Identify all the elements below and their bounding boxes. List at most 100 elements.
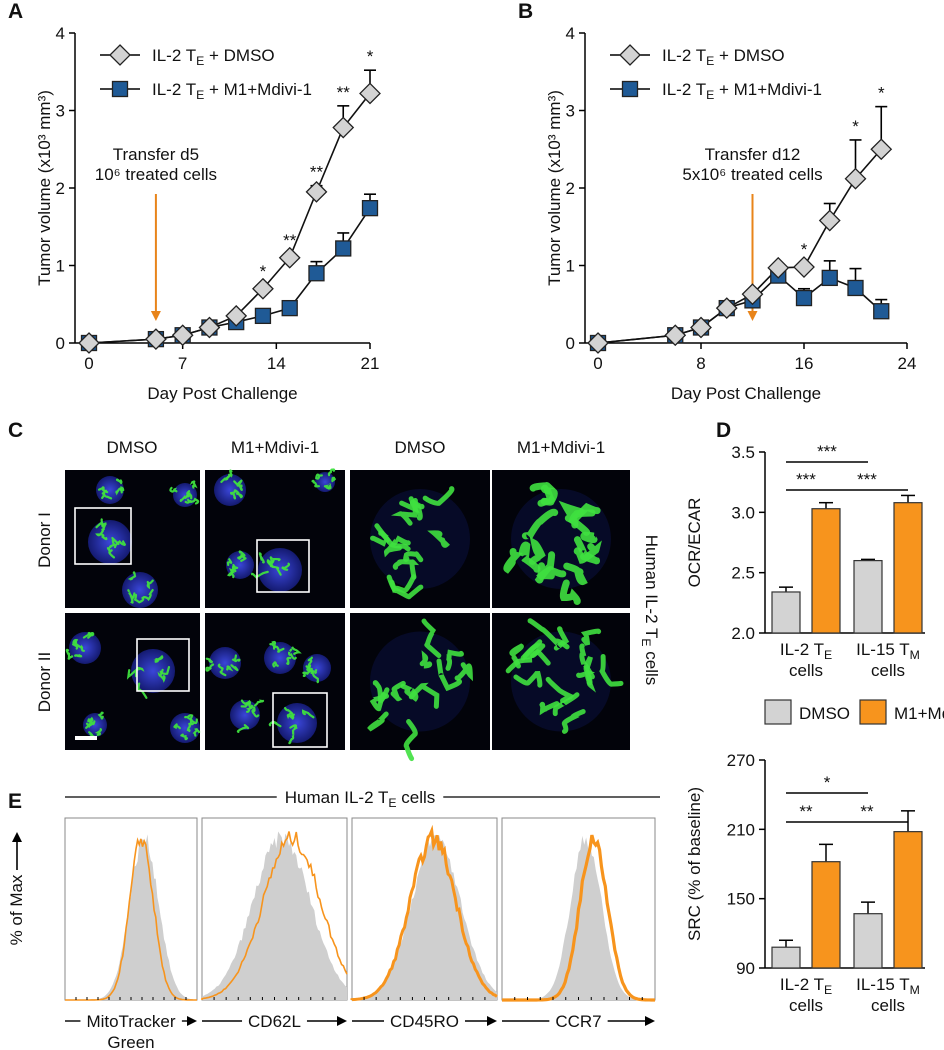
- subscript: M: [910, 648, 920, 662]
- mitochondria: [217, 663, 227, 677]
- marker-arrowhead: [337, 1016, 347, 1026]
- text-run: + M1+Mdivi-1: [714, 80, 822, 99]
- diamond-marker: [78, 332, 100, 354]
- mitochondria: [283, 706, 295, 718]
- mitochondria: [521, 508, 559, 540]
- diamond-marker: [741, 283, 764, 306]
- mitochondria: [231, 654, 241, 663]
- legend-label: M1+Mdivi-1: [894, 704, 944, 723]
- significance-label: *: [367, 47, 374, 66]
- control-histogram: [65, 834, 197, 1000]
- mitochondria: [403, 719, 418, 762]
- mitochondria: [113, 539, 127, 549]
- y-tick-label: 1: [566, 257, 575, 276]
- legend-swatch: [764, 699, 792, 725]
- panel-letter: C: [8, 419, 23, 442]
- y-tick-label: 150: [727, 890, 755, 909]
- x-tick-label: 21: [361, 354, 380, 373]
- mitochondria: [87, 631, 93, 639]
- bar: [853, 559, 883, 634]
- mitochondria: [311, 479, 320, 488]
- x-tick-label: cells: [789, 661, 823, 680]
- diamond-marker: [171, 324, 194, 347]
- mitochondria: [281, 562, 291, 571]
- annotation-arrowhead: [747, 311, 758, 321]
- column-label: M1+Mdivi-1: [517, 438, 605, 457]
- square-marker: [281, 299, 298, 317]
- legend-marker: [109, 44, 131, 66]
- bar: [811, 861, 841, 969]
- mitochondria: [226, 469, 233, 480]
- diamond-marker: [278, 246, 301, 269]
- y-tick-label: 2: [566, 179, 575, 198]
- mitochondria: [390, 680, 406, 702]
- mitochondria: [97, 486, 108, 493]
- mitochondria: [403, 551, 424, 563]
- text-run: Human IL-2 T: [285, 788, 389, 807]
- header-background: [276, 790, 444, 806]
- y-axis-label: % of Max: [7, 874, 26, 945]
- legend-swatch: [859, 699, 887, 725]
- mitochondria: [157, 668, 166, 683]
- mitochondria: [127, 571, 137, 581]
- mitochondria: [186, 722, 192, 733]
- significance-label: *: [878, 84, 885, 103]
- mitochondria: [159, 665, 171, 675]
- diamond-marker: [332, 116, 355, 139]
- significance-label: ***: [817, 442, 837, 461]
- mitochondria: [74, 654, 83, 658]
- mitochondria: [189, 480, 198, 489]
- nucleus: [264, 642, 296, 674]
- mitochondria: [85, 722, 91, 729]
- y-axis-label: OCR/ECAR: [685, 498, 704, 588]
- mitochondria: [315, 473, 323, 480]
- text-run: cells: [397, 788, 436, 807]
- mitochondria: [106, 546, 116, 559]
- mitochondria: [101, 522, 107, 532]
- marker-label: MitoTracker: [86, 1012, 175, 1031]
- mitochondria: [127, 589, 134, 600]
- mitochondria: [369, 692, 390, 712]
- diamond-marker: [359, 82, 381, 105]
- legend-marker: [619, 44, 641, 66]
- nucleus: [88, 520, 132, 564]
- mitochondria: [327, 468, 336, 477]
- significance-label: *: [824, 773, 831, 792]
- y-arrowhead: [12, 832, 22, 842]
- mitochondria: [301, 709, 315, 719]
- square-marker: [335, 240, 352, 257]
- mitochondria: [180, 733, 189, 741]
- mitochondria: [389, 574, 417, 594]
- x-tick-label: cells: [871, 661, 905, 680]
- mitochondria: [184, 498, 192, 504]
- mitochondria: [236, 724, 250, 733]
- legend-label: IL-2 TE + M1+Mdivi-1: [662, 80, 822, 102]
- y-tick-label: 90: [736, 959, 755, 978]
- row-label: Donor I: [35, 512, 54, 568]
- text-run: IL-2 T: [152, 46, 196, 65]
- bar: [853, 913, 883, 969]
- zoom-box: [256, 539, 310, 593]
- column-label: DMSO: [395, 438, 446, 457]
- nucleus: [277, 703, 317, 743]
- zoom-box: [136, 638, 190, 692]
- significance-label: **: [283, 231, 297, 250]
- x-tick-label: 0: [593, 354, 602, 373]
- mitochondria: [226, 665, 234, 672]
- x-tick-label: IL-2 TE: [780, 640, 832, 662]
- mitochondria: [378, 530, 411, 552]
- square-marker: [821, 269, 838, 287]
- mitochondria: [115, 478, 123, 485]
- diamond-marker: [198, 316, 221, 339]
- subscript: E: [706, 88, 714, 102]
- mitochondria: [189, 718, 198, 726]
- mitochondria: [384, 535, 411, 558]
- y-tick-label: 2.0: [731, 624, 755, 643]
- mitochondria: [305, 664, 312, 672]
- diamond-marker: [144, 328, 167, 351]
- y-tick-label: 4: [56, 24, 65, 43]
- mitochondria: [503, 547, 523, 574]
- mitochondria: [272, 661, 279, 668]
- mitochondria: [233, 489, 243, 499]
